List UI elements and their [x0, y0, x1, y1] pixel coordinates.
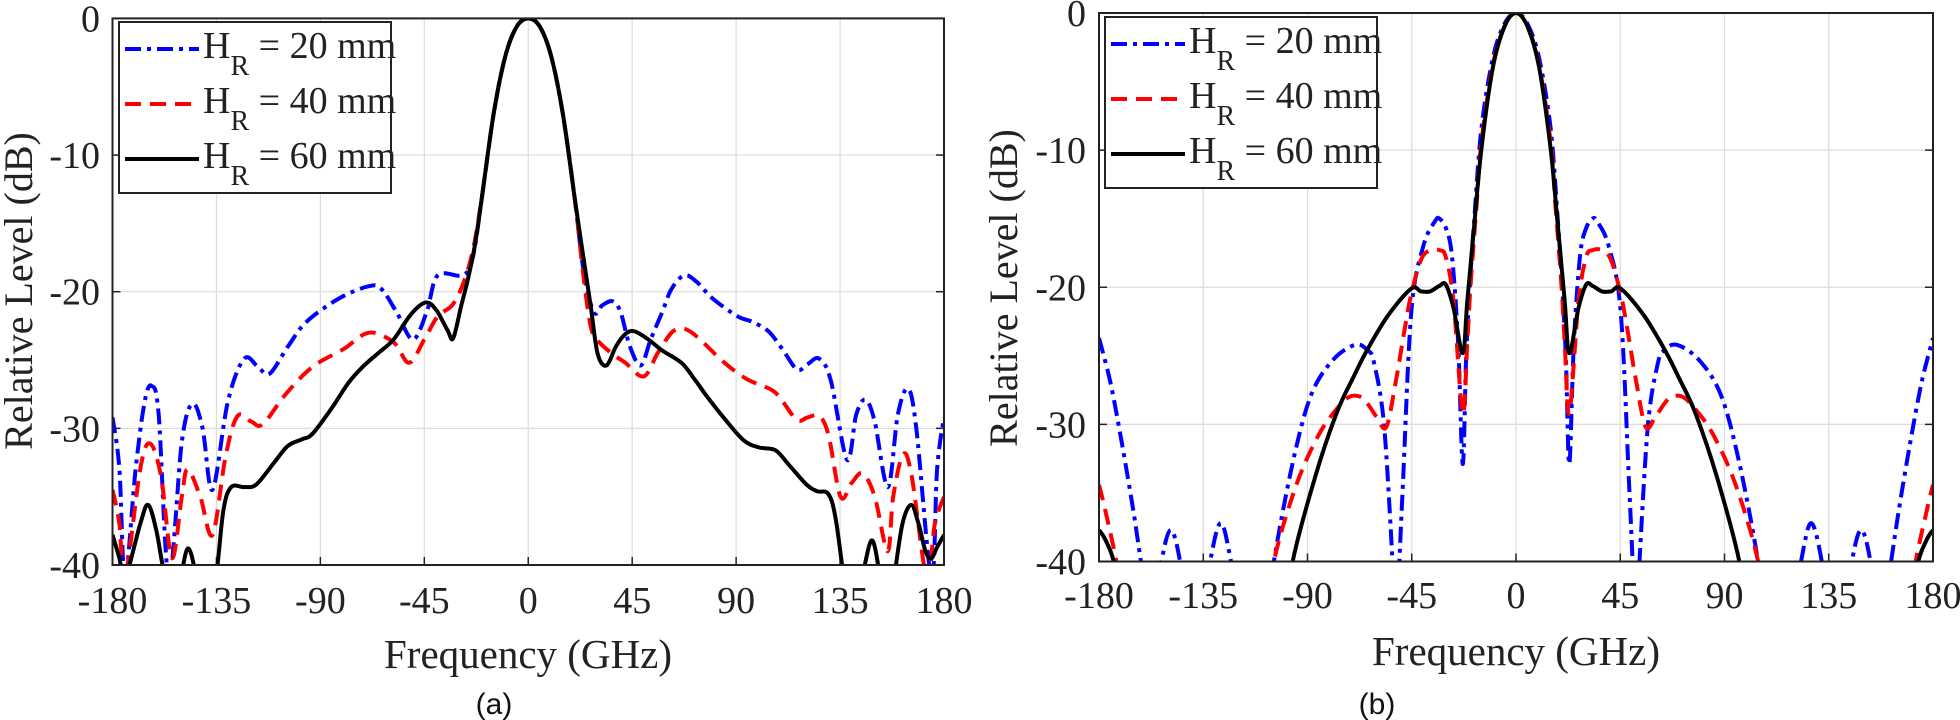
- tick-labels: -180 -135 -90 -45 0 45 90 135 180 0 -10 -20 -30 -40: [1035, 0, 1960, 617]
- legend-label: HR = 40 mm: [1189, 75, 1382, 132]
- legend-label: HR = 20 mm: [203, 25, 396, 82]
- legend-label-main: H: [203, 25, 230, 67]
- legend-label-value: = 20 mm: [249, 25, 396, 67]
- x-axis-label: Frequency (GHz): [384, 631, 672, 677]
- x-tick-label: -180: [78, 580, 148, 622]
- series-line-hr-40-mm: [1099, 13, 1933, 562]
- x-tick-label: -180: [1064, 575, 1134, 617]
- legend-label: HR = 40 mm: [203, 80, 396, 137]
- plot-frame: [111, 17, 945, 566]
- legend-label: HR = 60 mm: [203, 135, 396, 192]
- legend-label-value: = 40 mm: [249, 80, 396, 122]
- legend-label-value: = 60 mm: [249, 135, 396, 177]
- x-tick-label: 0: [1507, 575, 1526, 617]
- legend-item: HR = 40 mm: [125, 80, 396, 137]
- series-group: [1099, 13, 1933, 562]
- legend-label: HR = 20 mm: [1189, 20, 1382, 77]
- legend-label-subscript: R: [230, 106, 249, 137]
- legend-label: HR = 60 mm: [1189, 130, 1382, 187]
- y-tick-label: -10: [1035, 130, 1086, 172]
- y-tick-label: -20: [1035, 267, 1086, 309]
- legend-item: HR = 60 mm: [125, 135, 396, 192]
- legend-label-subscript: R: [1216, 101, 1235, 132]
- legend-item: HR = 60 mm: [1111, 130, 1382, 187]
- x-tick-label: 45: [613, 580, 651, 622]
- legend-item: HR = 40 mm: [1111, 75, 1382, 132]
- legend-label-subscript: R: [230, 161, 249, 192]
- y-axis-label: Relative Level (dB): [0, 132, 41, 450]
- chart-panel-b: -180 -135 -90 -45 0 45 90 135 180 0 -10 -20 -30 -40 R…: [981, 0, 1960, 720]
- y-tick-label: -40: [1035, 542, 1086, 584]
- y-tick-label: -10: [49, 135, 100, 177]
- legend-label-subscript: R: [1216, 46, 1235, 77]
- series-line-hr-60-mm: [112, 18, 944, 565]
- tick-labels: -180 -135 -90 -45 0 45 90 135 180 0 -10 -20 -30 -40: [49, 0, 972, 622]
- legend-label-main: H: [203, 135, 230, 177]
- x-tick-label: 90: [717, 580, 755, 622]
- legend-label-main: H: [1189, 130, 1216, 172]
- x-tick-label: -90: [295, 580, 346, 622]
- series-group: [112, 18, 944, 565]
- y-tick-label: 0: [81, 0, 100, 40]
- x-tick-label: 180: [1905, 575, 1960, 617]
- x-tick-label: 135: [1800, 575, 1857, 617]
- legend-label-main: H: [203, 80, 230, 122]
- legend-item: HR = 20 mm: [125, 25, 396, 82]
- legend-label-main: H: [1189, 75, 1216, 117]
- x-tick-label: 180: [916, 580, 973, 622]
- x-tick-label: -135: [182, 580, 252, 622]
- x-tick-label: 0: [519, 580, 538, 622]
- y-axis-label: Relative Level (dB): [981, 129, 1026, 447]
- legend-label-main: H: [1189, 20, 1216, 62]
- series-line-hr-60-mm: [1099, 13, 1933, 562]
- x-axis-label: Frequency (GHz): [1372, 628, 1660, 674]
- y-tick-label: -20: [49, 272, 100, 314]
- plot-frame: [1098, 12, 1934, 563]
- x-tick-label: -45: [1386, 575, 1437, 617]
- panel-label: (b): [1359, 688, 1396, 720]
- legend-label-value: = 60 mm: [1235, 130, 1382, 172]
- legend-item: HR = 20 mm: [1111, 20, 1382, 77]
- legend-label-subscript: R: [230, 51, 249, 82]
- x-tick-label: -45: [399, 580, 450, 622]
- panel-label: (a): [476, 688, 513, 720]
- y-tick-label: -30: [49, 408, 100, 450]
- y-tick-label: -30: [1035, 404, 1086, 446]
- legend-label-subscript: R: [1216, 156, 1235, 187]
- x-tick-label: 45: [1601, 575, 1639, 617]
- legend-label-value: = 20 mm: [1235, 20, 1382, 62]
- chart-panel-a: -180 -135 -90 -45 0 45 90 135 180 0 -10 -20 -30 -40 R…: [0, 0, 973, 720]
- y-tick-label: -40: [49, 545, 100, 587]
- x-tick-label: -135: [1168, 575, 1238, 617]
- y-tick-label: 0: [1067, 0, 1086, 35]
- x-tick-label: 135: [812, 580, 869, 622]
- x-tick-label: -90: [1282, 575, 1333, 617]
- legend-label-value: = 40 mm: [1235, 75, 1382, 117]
- x-tick-label: 90: [1706, 575, 1744, 617]
